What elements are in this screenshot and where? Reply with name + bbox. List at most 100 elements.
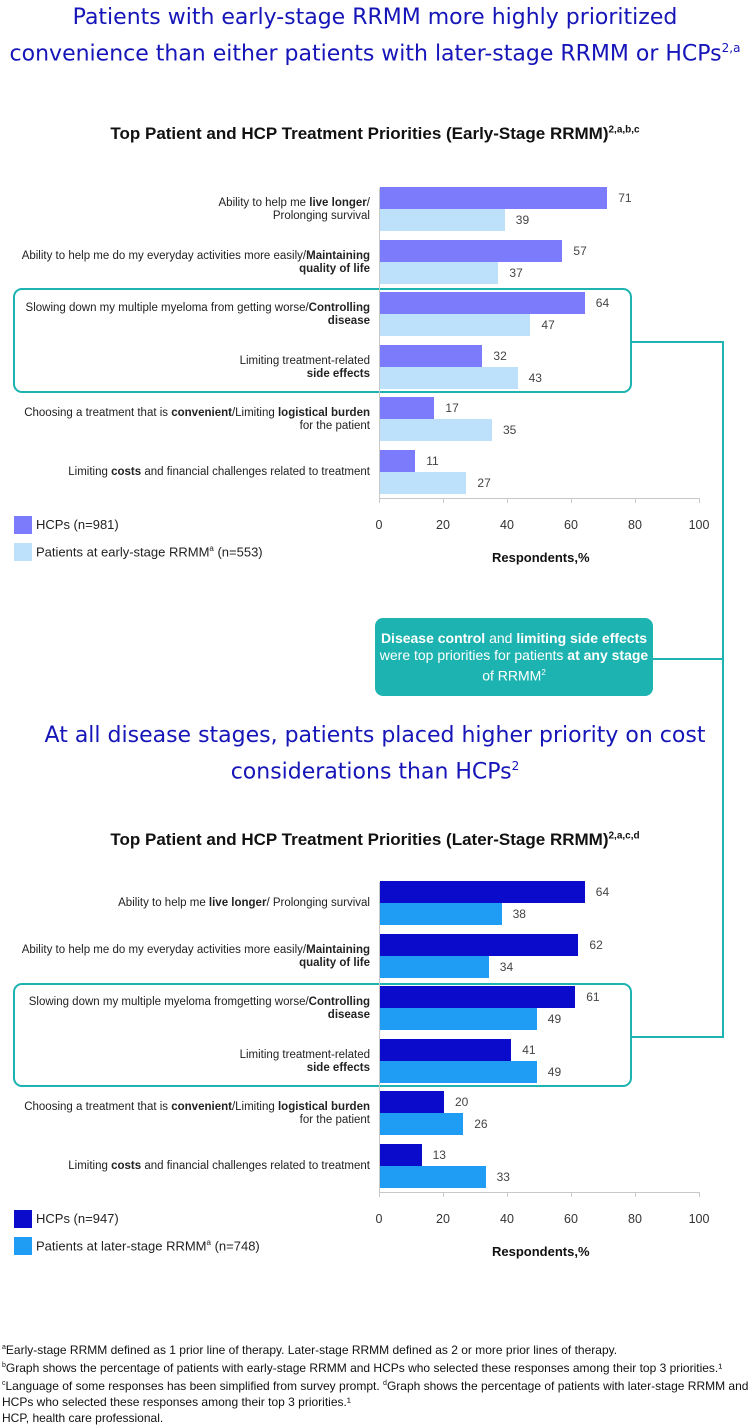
category-label: Ability to help me live longer/Prolongin… bbox=[10, 197, 371, 223]
data-label: 34 bbox=[499, 959, 514, 974]
bar-hcp bbox=[380, 1143, 422, 1166]
bar-patient bbox=[380, 314, 531, 336]
category-label: Choosing a treatment that is convenient/… bbox=[10, 1101, 370, 1127]
category-label: Limiting treatment-related side effects bbox=[10, 1049, 370, 1075]
category-label-part: Limiting bbox=[68, 1159, 112, 1172]
bar-hcp bbox=[380, 397, 435, 419]
legend-text: HCPs (n=981) bbox=[36, 517, 119, 532]
x-tick-label: 80 bbox=[628, 518, 642, 532]
data-label: 11 bbox=[426, 453, 439, 468]
footnote-marker: b bbox=[2, 1362, 6, 1369]
category-label-part: Controlling bbox=[308, 996, 370, 1008]
x-tick-label: 0 bbox=[375, 518, 383, 532]
category-label-part: Slowing down my multiple myeloma fromget… bbox=[28, 996, 309, 1008]
category-label-part: for the patient bbox=[299, 1114, 370, 1126]
category-label-part: side effects bbox=[306, 367, 370, 380]
callout-part: at any stage bbox=[567, 647, 649, 663]
headline-early-stage: Patients with early-stage RRMM more high… bbox=[0, 2, 750, 69]
x-tick-mark bbox=[379, 1192, 380, 1197]
data-label: 71 bbox=[618, 191, 632, 205]
callout-part: Disease control bbox=[380, 630, 486, 646]
footnote-text: Language of some responses has been simp… bbox=[5, 1379, 384, 1393]
data-label: 47 bbox=[541, 318, 555, 332]
x-axis-title: Respondents,% bbox=[492, 550, 590, 565]
connector-line-top bbox=[631, 341, 724, 343]
footnote-line: b Graph shows the percentage of patients … bbox=[2, 1358, 750, 1410]
highlight-box bbox=[13, 288, 632, 393]
highlight-box bbox=[13, 983, 632, 1087]
category-label-part: and financial challenges related to trea… bbox=[141, 1159, 370, 1172]
legend-text: HCPs (n=947) bbox=[36, 1211, 119, 1226]
x-tick-mark bbox=[699, 1192, 700, 1197]
legend-name-sup: a bbox=[209, 544, 214, 553]
bar-patient bbox=[380, 471, 467, 494]
data-label: 20 bbox=[455, 1095, 469, 1109]
x-axis-line bbox=[379, 498, 700, 499]
category-label-part: / bbox=[366, 197, 370, 209]
headline-early-stage-text: Patients with early-stage RRMM more high… bbox=[9, 5, 722, 67]
legend-name: HCPs (n=981) bbox=[36, 517, 119, 532]
legend-swatch bbox=[14, 1210, 32, 1228]
category-label-part: live longer bbox=[208, 897, 267, 909]
category-label-part: live longer bbox=[309, 197, 367, 209]
bar-patient bbox=[380, 261, 499, 284]
bar-patient bbox=[380, 209, 505, 231]
data-label: 62 bbox=[589, 937, 603, 952]
x-tick-mark bbox=[507, 1192, 508, 1197]
footnote-marker: c bbox=[2, 1380, 6, 1387]
legend-name-sup: a bbox=[206, 1238, 211, 1247]
x-tick-mark bbox=[699, 498, 700, 503]
x-tick-mark bbox=[443, 498, 444, 503]
category-label-part: Ability to help me do my everyday activi… bbox=[21, 943, 307, 956]
chart-title-early-stage-text: Top Patient and HCP Treatment Priorities… bbox=[110, 124, 609, 143]
category-label-part: / Prolonging survival bbox=[266, 897, 370, 909]
legend-swatch bbox=[14, 543, 32, 561]
category-label-part: Maintaining bbox=[306, 249, 370, 262]
category-label-part: Limiting treatment-related bbox=[239, 1048, 370, 1061]
category-label: Limiting treatment-related side effects bbox=[10, 355, 370, 381]
bar-hcp bbox=[380, 239, 563, 262]
bar-patient bbox=[380, 1060, 537, 1083]
data-label: 37 bbox=[509, 265, 523, 280]
category-label: Limiting costs and financial challenges … bbox=[10, 1160, 370, 1173]
bar-hcp bbox=[380, 986, 576, 1008]
category-label-part: convenient bbox=[171, 407, 232, 419]
callout-part: were top priorities for patients bbox=[379, 647, 568, 663]
callout-part: of RRMM bbox=[482, 667, 542, 684]
chart-title-later-stage-text: Top Patient and HCP Treatment Priorities… bbox=[110, 830, 609, 849]
category-label-part: Limiting treatment-related bbox=[239, 354, 370, 367]
bar-patient bbox=[380, 1008, 537, 1030]
data-label: 39 bbox=[515, 213, 530, 227]
data-label: 43 bbox=[528, 370, 542, 385]
data-label: 17 bbox=[445, 401, 459, 415]
x-tick-label: 60 bbox=[564, 1212, 578, 1226]
footnote-marker: a bbox=[2, 1344, 6, 1351]
footnotes: aEarly-stage RRMM defined as 1 prior lin… bbox=[2, 1340, 750, 1426]
headline-cost-sup: 2 bbox=[511, 759, 520, 773]
bar-hcp bbox=[380, 881, 585, 903]
legend-text: Patients at early-stage RRMMa (n=553) bbox=[36, 544, 263, 559]
data-label: 13 bbox=[432, 1147, 446, 1162]
legend-text: Patients at later-stage RRMMa (n=748) bbox=[36, 1238, 260, 1253]
bar-patient bbox=[380, 366, 518, 389]
bar-hcp bbox=[380, 292, 585, 314]
connector-line-bottom bbox=[631, 1036, 724, 1038]
headline-cost-text: At all disease stages, patients placed h… bbox=[44, 723, 706, 785]
x-tick-label: 100 bbox=[688, 518, 710, 532]
data-label: 61 bbox=[586, 990, 600, 1004]
footnote-text: Graph shows the percentage of patients w… bbox=[2, 1379, 749, 1409]
x-tick-mark bbox=[635, 1192, 636, 1197]
callout-box: Disease control and limiting side effect… bbox=[375, 618, 653, 696]
bar-patient bbox=[380, 419, 492, 441]
bar-hcp bbox=[380, 449, 416, 472]
x-axis-title: Respondents,% bbox=[492, 1244, 590, 1259]
chart-title-later-stage-sup: 2,a,c,d bbox=[608, 830, 640, 842]
category-label-part: disease bbox=[327, 1009, 370, 1021]
data-label: 64 bbox=[595, 885, 610, 899]
chart-title-later-stage: Top Patient and HCP Treatment Priorities… bbox=[0, 830, 750, 850]
category-label-part: Slowing down my multiple myeloma from ge… bbox=[25, 302, 309, 314]
x-tick-mark bbox=[571, 498, 572, 503]
bar-hcp bbox=[380, 344, 483, 367]
data-label: 64 bbox=[595, 296, 610, 310]
legend-name: Patients at early-stage RRMM bbox=[36, 544, 210, 560]
